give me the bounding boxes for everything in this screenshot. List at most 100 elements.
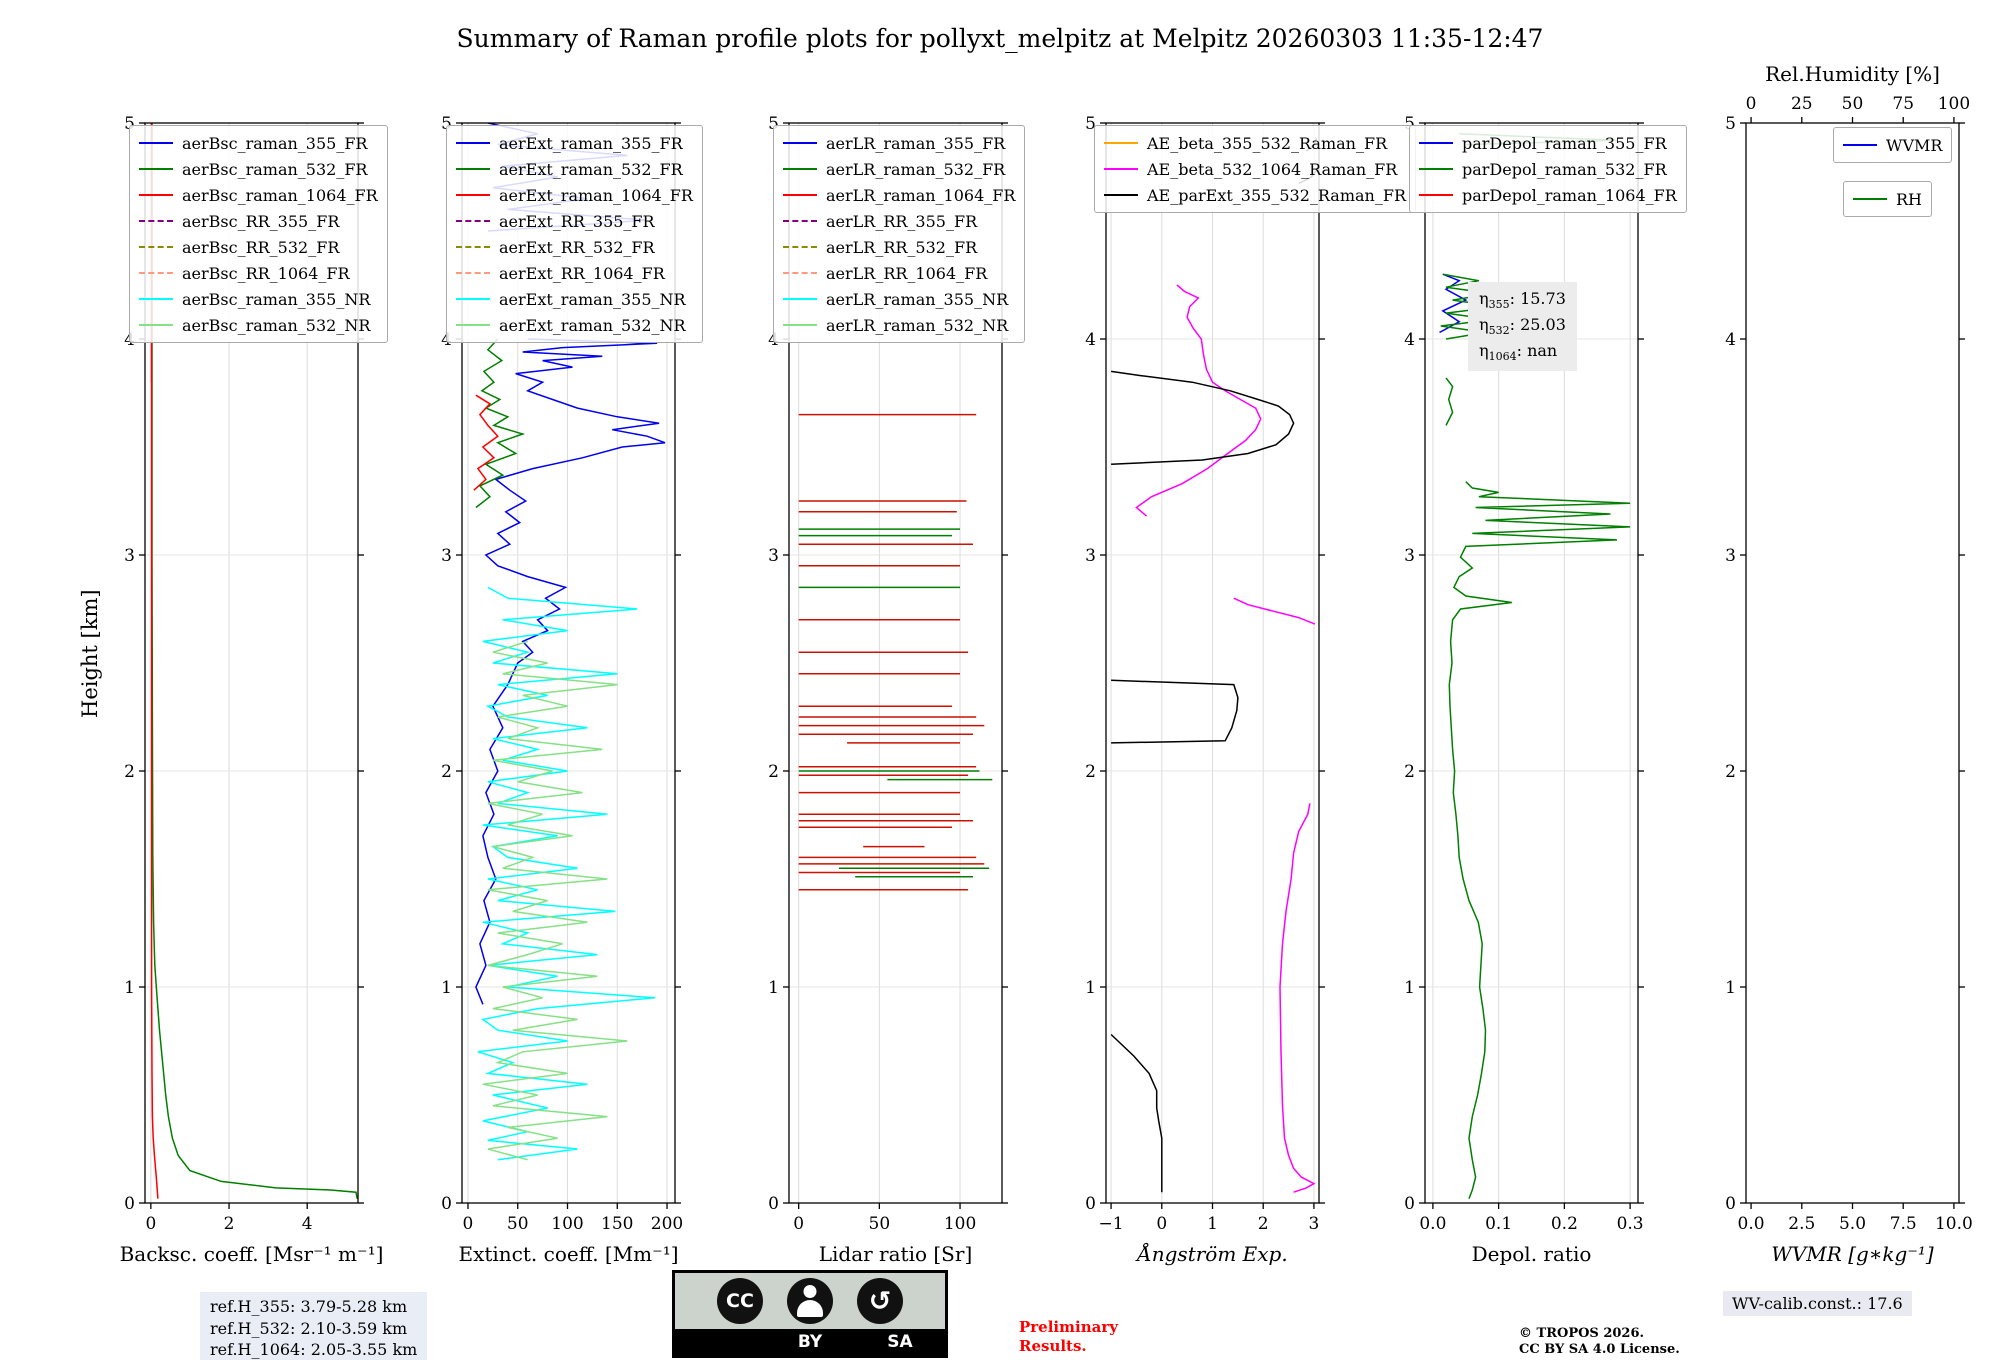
sharealike-arrow: ↺ [868, 1285, 892, 1317]
axes-frame-wvmr [1745, 122, 1960, 1204]
depol-calibration-annotation: η355: 15.73 η532: 25.03 η1064: nan [1468, 282, 1577, 371]
series-AE_parExt_355_532_Raman_FR [1110, 1033, 1163, 1193]
top-tick-label: 75 [1892, 94, 1914, 114]
series-group-angstrom [1110, 137, 1318, 1193]
y-tick-label: 2 [1725, 762, 1736, 782]
copyright-note: © TROPOS 2026. CC BY SA 4.0 License. [1519, 1326, 1680, 1357]
series-aerBsc_raman_532_FR [151, 123, 358, 1199]
cc-logo-icon: CC [717, 1278, 763, 1324]
y-tick-label: 4 [1085, 330, 1096, 350]
y-tick-label: 0 [1404, 1194, 1415, 1214]
y-tick-label: 5 [1085, 114, 1096, 134]
x-axis-label-angstrom: Ångström Exp. [1135, 1241, 1287, 1266]
x-axis-label-lidar_ratio: Lidar ratio [Sr] [819, 1242, 973, 1266]
y-tick-label: 2 [768, 762, 779, 782]
panel-backscatter: 0 2 4 0 1 2 3 4 5 Backsc. coeff. [Msr⁻¹ m⁻¹] [120, 114, 384, 1266]
eta-532-row: η532: 25.03 [1479, 313, 1566, 339]
copyright-line-1: © TROPOS 2026. [1519, 1326, 1645, 1341]
panel-extinction: 0 50 100 150 200 0 1 2 3 4 5 Extinct. coeff. [Mm⁻¹] [441, 114, 683, 1266]
y-tick-label: 5 [124, 114, 135, 134]
y-tick-label: 3 [768, 546, 779, 566]
eta-value: : 25.03 [1509, 315, 1566, 335]
eta-sub: 532 [1488, 324, 1510, 338]
eta-sub: 1064 [1488, 350, 1517, 364]
y-tick-label: 1 [1725, 978, 1736, 998]
x-tick-label: 2.5 [1788, 1214, 1815, 1234]
series-parDepol_raman_532_FR [1448, 481, 1631, 1199]
axes-frame-lidar_ratio [788, 122, 1003, 1204]
series-AE_parExt_355_532_Raman_FR [1111, 679, 1239, 744]
x-tick-label: 2 [224, 1214, 235, 1234]
axes-frame-depol [1424, 122, 1639, 1204]
reference-heights-note: ref.H_355: 3.79-5.28 km ref.H_532: 2.10-… [200, 1292, 428, 1360]
cc-sharealike-arrow-icon: ↺ [857, 1278, 903, 1324]
series-parDepol_raman_532_FR [1445, 377, 1454, 426]
cc-logo-text: CC [726, 1290, 754, 1312]
x-tick-label: −1 [1099, 1214, 1124, 1234]
y-tick-label: 5 [768, 114, 779, 134]
eta-symbol: η [1479, 315, 1489, 335]
y-tick-label: 0 [124, 1194, 135, 1214]
y-tick-label: 4 [1404, 330, 1415, 350]
ref-height-1064: ref.H_1064: 2.05-3.55 km [210, 1340, 418, 1360]
cc-sa-label: SA [887, 1332, 913, 1352]
x-tick-label: 10.0 [1935, 1214, 1973, 1234]
y-tick-label: 4 [1725, 330, 1736, 350]
series-AE_beta_532_1064_Raman_FR [1279, 803, 1316, 1193]
x-axis-label-extinction: Extinct. coeff. [Mm⁻¹] [458, 1242, 678, 1266]
ref-height-355: ref.H_355: 3.79-5.28 km [210, 1297, 408, 1316]
x-tick-label: 200 [651, 1214, 683, 1234]
y-tick-label: 0 [1085, 1194, 1096, 1214]
x-tick-label: 0.1 [1485, 1214, 1512, 1234]
eta-355-row: η355: 15.73 [1479, 287, 1566, 313]
eta-value: : 15.73 [1509, 289, 1566, 308]
series-AE_parExt_355_532_Raman_FR [1110, 370, 1295, 466]
y-tick-label: 5 [1725, 114, 1736, 134]
y-tick-label: 5 [441, 114, 452, 134]
x-tick-label: 100 [551, 1214, 583, 1234]
series-aerExt_raman_355_FR [475, 338, 666, 1005]
preliminary-line-2: Results. [1019, 1336, 1087, 1355]
series-parDepol_raman_532_FR [1459, 133, 1618, 146]
x-tick-label: 150 [601, 1214, 633, 1234]
series-group-backscatter [150, 123, 358, 1199]
series-parDepol_raman_355_FR [1439, 273, 1468, 334]
ref-height-532: ref.H_532: 2.10-3.59 km [210, 1318, 408, 1338]
y-tick-label: 2 [124, 762, 135, 782]
axes-frame-backscatter [144, 122, 359, 1204]
y-tick-label: 4 [124, 330, 135, 350]
cc-license-badge: CC ↺ BY SA [672, 1270, 948, 1358]
x-tick-label: 4 [302, 1214, 313, 1234]
series-aerBsc_raman_1064_FR [150, 123, 159, 1199]
panel-lidar_ratio: 0 50 100 0 1 2 3 4 5 Lidar ratio [Sr] [768, 114, 1008, 1266]
y-tick-label: 3 [1404, 546, 1415, 566]
y-tick-label: 2 [441, 762, 452, 782]
y-tick-label: 0 [1725, 1194, 1736, 1214]
top-tick-label: 0 [1746, 94, 1757, 114]
x-tick-label: 100 [944, 1214, 976, 1234]
top-tick-label: 100 [1938, 94, 1970, 114]
x-tick-label: 0 [463, 1214, 474, 1234]
series-AE_beta_532_1064_Raman_FR [1233, 597, 1316, 625]
y-tick-label: 1 [1085, 978, 1096, 998]
cc-attribution-person-icon [787, 1278, 833, 1324]
person-body [797, 1300, 823, 1317]
axes-frame-extinction [461, 122, 676, 1204]
series-group-lidar_ratio [798, 413, 993, 891]
copyright-line-2: CC BY SA 4.0 License. [1519, 1341, 1680, 1357]
y-tick-label: 1 [124, 978, 135, 998]
x-tick-label: 0 [145, 1214, 156, 1234]
cc-icons: CC ↺ [675, 1273, 945, 1329]
y-tick-label: 3 [441, 546, 452, 566]
y-tick-label: 0 [768, 1194, 779, 1214]
x-tick-label: 0.0 [1419, 1214, 1446, 1234]
rel-humidity-axis-label: Rel.Humidity [%] [1765, 62, 1940, 86]
series-AE_beta_532_1064_Raman_FR [1135, 284, 1262, 517]
eta-sub: 355 [1488, 298, 1510, 312]
person-head [803, 1285, 817, 1298]
cc-by-label: BY [797, 1332, 823, 1352]
top-tick-label: 25 [1791, 94, 1813, 114]
y-tick-label: 3 [1725, 546, 1736, 566]
